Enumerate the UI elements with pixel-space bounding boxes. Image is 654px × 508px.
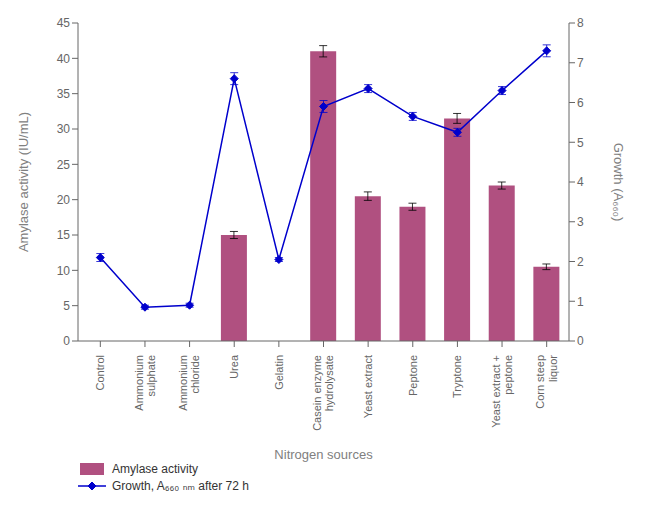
svg-text:5: 5 xyxy=(577,136,584,150)
svg-text:Growth (A₆₆₀): Growth (A₆₆₀) xyxy=(611,143,626,222)
svg-text:Peptone: Peptone xyxy=(407,355,419,396)
svg-text:Control: Control xyxy=(94,355,106,390)
svg-text:Yeast extract +peptone: Yeast extract +peptone xyxy=(490,355,514,428)
svg-text:6: 6 xyxy=(577,96,584,110)
svg-text:Amylase activity (IU/mL): Amylase activity (IU/mL) xyxy=(16,112,31,252)
svg-text:15: 15 xyxy=(57,228,71,242)
svg-text:0: 0 xyxy=(577,334,584,348)
svg-text:5: 5 xyxy=(63,299,70,313)
svg-text:40: 40 xyxy=(57,52,71,66)
svg-text:20: 20 xyxy=(57,193,71,207)
svg-text:25: 25 xyxy=(57,158,71,172)
svg-text:10: 10 xyxy=(57,264,71,278)
svg-text:Corn steepliquor: Corn steepliquor xyxy=(534,355,558,409)
svg-text:8: 8 xyxy=(577,16,584,30)
svg-text:Yeast extract: Yeast extract xyxy=(362,355,374,418)
svg-text:0: 0 xyxy=(63,334,70,348)
svg-text:1: 1 xyxy=(577,295,584,309)
svg-text:Nitrogen sources: Nitrogen sources xyxy=(274,447,373,462)
svg-text:Casein enzymehydrolysate: Casein enzymehydrolysate xyxy=(311,355,335,431)
svg-text:4: 4 xyxy=(577,175,584,189)
svg-text:30: 30 xyxy=(57,122,71,136)
svg-text:2: 2 xyxy=(577,255,584,269)
svg-text:Gelatin: Gelatin xyxy=(273,355,285,390)
svg-text:Ammoniumsulphate: Ammoniumsulphate xyxy=(133,355,157,411)
html-text:Growth, A₆₆₀ ₙₘ after 72 h: Growth, A₆₆₀ ₙₘ after 72 h xyxy=(112,479,249,493)
svg-text:3: 3 xyxy=(577,215,584,229)
svg-text:Urea: Urea xyxy=(228,354,240,379)
svg-text:Tryptone: Tryptone xyxy=(451,355,463,398)
html-text:Amylase activity: Amylase activity xyxy=(112,462,198,476)
svg-text:7: 7 xyxy=(577,56,584,70)
svg-text:45: 45 xyxy=(57,16,71,30)
svg-text:Ammoniumchloride: Ammoniumchloride xyxy=(177,355,201,411)
svg-text:35: 35 xyxy=(57,87,71,101)
